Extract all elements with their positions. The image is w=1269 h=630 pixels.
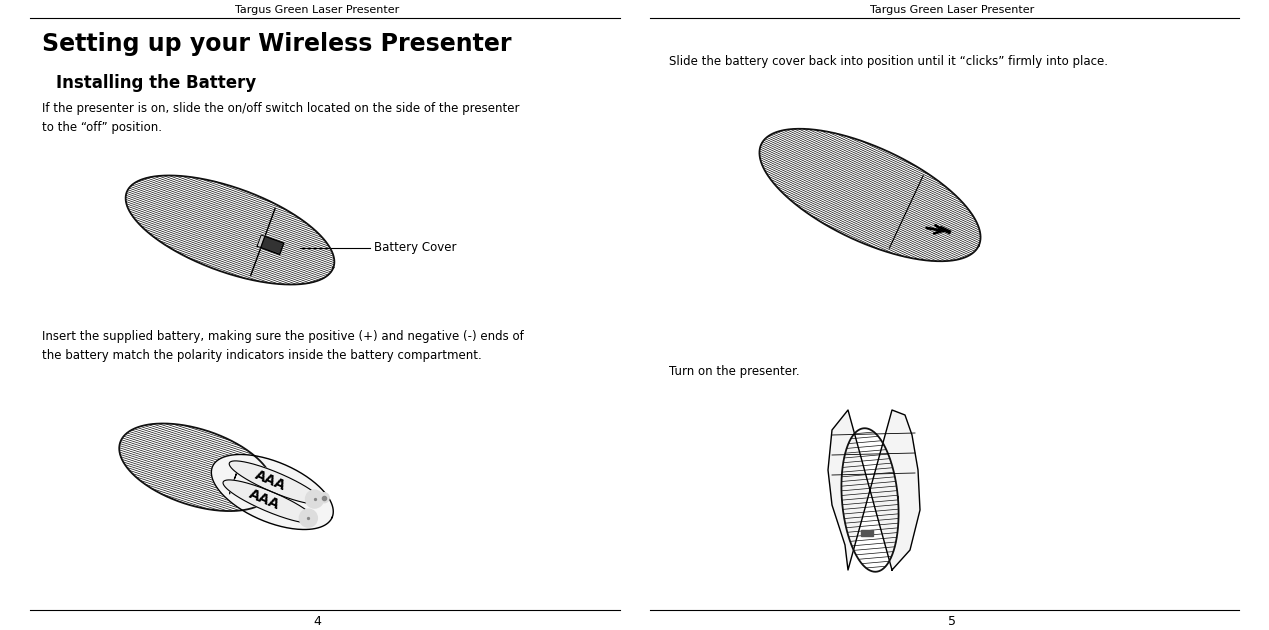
Text: Targus Green Laser Presenter: Targus Green Laser Presenter: [235, 5, 400, 15]
Text: Installing the Battery: Installing the Battery: [56, 74, 256, 92]
Polygon shape: [230, 461, 321, 504]
Text: 4: 4: [313, 615, 321, 628]
Text: Setting up your Wireless Presenter: Setting up your Wireless Presenter: [42, 32, 511, 56]
Polygon shape: [862, 530, 873, 536]
Polygon shape: [258, 235, 269, 249]
Text: AAA: AAA: [247, 487, 282, 512]
Polygon shape: [223, 480, 316, 523]
Circle shape: [320, 493, 329, 503]
Text: Turn on the presenter.: Turn on the presenter.: [669, 365, 799, 378]
Polygon shape: [827, 410, 920, 570]
Polygon shape: [212, 454, 334, 529]
Circle shape: [299, 509, 317, 527]
Polygon shape: [230, 462, 241, 494]
Text: 5: 5: [948, 615, 956, 628]
Text: Targus Green Laser Presenter: Targus Green Laser Presenter: [869, 5, 1034, 15]
Text: If the presenter is on, slide the on/off switch located on the side of the prese: If the presenter is on, slide the on/off…: [42, 102, 519, 134]
Text: AAA: AAA: [254, 468, 288, 493]
Circle shape: [306, 490, 324, 508]
Polygon shape: [261, 236, 284, 255]
Text: Insert the supplied battery, making sure the positive (+) and negative (-) ends : Insert the supplied battery, making sure…: [42, 330, 524, 362]
Text: Slide the battery cover back into position until it “clicks” firmly into place.: Slide the battery cover back into positi…: [669, 55, 1108, 68]
Text: Battery Cover: Battery Cover: [374, 241, 457, 255]
